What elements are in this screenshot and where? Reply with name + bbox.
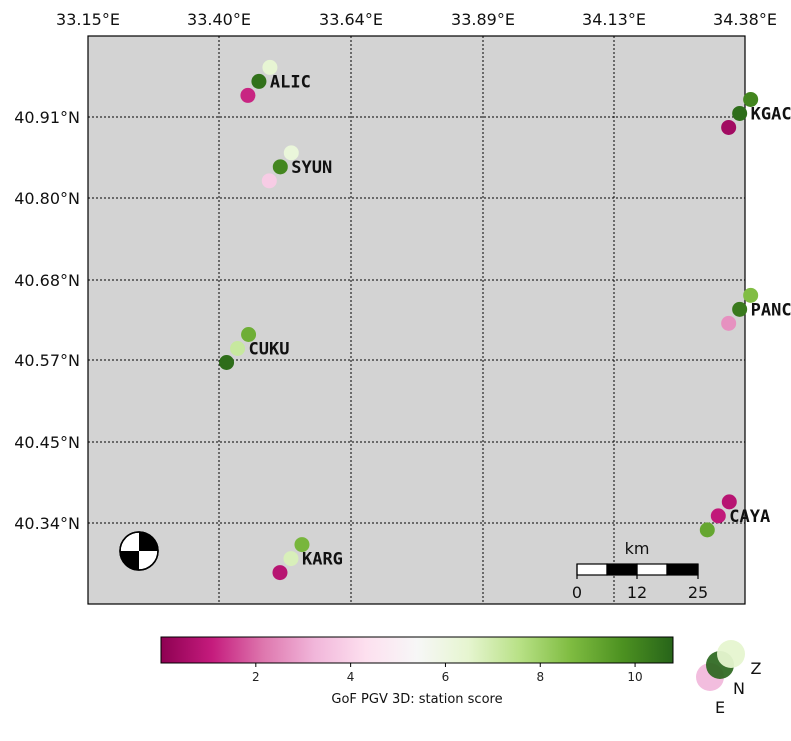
station-cuku: CUKU [219, 326, 290, 370]
station-panc: PANC [721, 287, 791, 331]
station-marker-e [272, 565, 288, 581]
colorbar-ticks: 2 4 6 8 10 [252, 663, 643, 684]
colorbar: 2 4 6 8 10 GoF PGV 3D: station score [160, 636, 674, 707]
station-marker-e [219, 354, 235, 370]
station-kgac: KGAC [721, 91, 791, 135]
station-marker-e [721, 119, 737, 135]
scale-bar: km 0 12 25 [572, 539, 708, 602]
lat-tick-label: 40.34°N [14, 514, 80, 533]
latitude-labels: 40.91°N 40.80°N 40.68°N 40.57°N 40.45°N … [14, 108, 80, 533]
colorbar-tick-label: 8 [536, 670, 544, 684]
beachball-icon [119, 531, 159, 571]
scale-bar-tick: 12 [627, 583, 647, 602]
stations-layer: ALIC KGAC SYUN CUKU PANC CAYA KARG [219, 59, 791, 581]
lon-tick-label: 34.38°E [713, 10, 777, 29]
lat-tick-label: 40.80°N [14, 189, 80, 208]
station-marker-n [230, 340, 246, 356]
legend-label-e: E [715, 698, 725, 717]
station-marker-n [732, 105, 748, 121]
station-marker-e [699, 522, 715, 538]
lon-tick-label: 33.15°E [56, 10, 120, 29]
station-marker-z [294, 537, 310, 553]
scale-bar-tick: 0 [572, 583, 582, 602]
station-label: CAYA [729, 507, 770, 527]
station-marker-n [732, 301, 748, 317]
lat-tick-label: 40.91°N [14, 108, 80, 127]
station-alic: ALIC [240, 59, 311, 103]
station-label: CUKU [249, 339, 290, 359]
graticule [88, 36, 745, 604]
lon-tick-label: 34.13°E [582, 10, 646, 29]
scale-bar-tick: 25 [688, 583, 708, 602]
colorbar-label: GoF PGV 3D: station score [331, 692, 502, 707]
legend-label-n: N [733, 679, 745, 698]
colorbar-tick-label: 2 [252, 670, 260, 684]
station-marker-z [721, 494, 737, 510]
longitude-labels: 33.15°E 33.40°E 33.64°E 33.89°E 34.13°E … [56, 10, 777, 29]
station-marker-z [743, 91, 759, 107]
lon-tick-label: 33.40°E [187, 10, 251, 29]
colorbar-tick-label: 4 [347, 670, 355, 684]
component-legend: Z N E [696, 640, 762, 717]
station-label: ALIC [270, 72, 311, 92]
lat-tick-label: 40.57°N [14, 351, 80, 370]
lon-tick-label: 33.89°E [451, 10, 515, 29]
lon-tick-label: 33.64°E [319, 10, 383, 29]
legend-label-z: Z [751, 659, 762, 678]
station-label: PANC [751, 300, 791, 320]
station-marker-e [721, 315, 737, 331]
colorbar-tick-label: 6 [442, 670, 450, 684]
station-marker-n [710, 508, 726, 524]
station-label: SYUN [291, 158, 332, 178]
station-marker-z [283, 145, 299, 161]
colorbar-gradient [160, 636, 674, 664]
station-karg: KARG [272, 537, 343, 581]
station-marker-n [251, 73, 267, 89]
station-syun: SYUN [261, 145, 332, 189]
station-marker-e [261, 173, 277, 189]
colorbar-tick-label: 10 [627, 670, 642, 684]
lat-tick-label: 40.45°N [14, 433, 80, 452]
station-marker-z [743, 287, 759, 303]
station-caya: CAYA [699, 494, 770, 538]
station-label: KARG [302, 550, 343, 570]
lat-tick-label: 40.68°N [14, 271, 80, 290]
station-marker-n [272, 159, 288, 175]
legend-z-marker [717, 640, 745, 668]
station-marker-e [240, 87, 256, 103]
station-marker-z [262, 59, 278, 75]
station-marker-z [241, 326, 257, 342]
scale-bar-unit: km [625, 539, 650, 558]
station-marker-n [283, 551, 299, 567]
map-area [87, 35, 746, 605]
station-label: KGAC [751, 104, 791, 124]
